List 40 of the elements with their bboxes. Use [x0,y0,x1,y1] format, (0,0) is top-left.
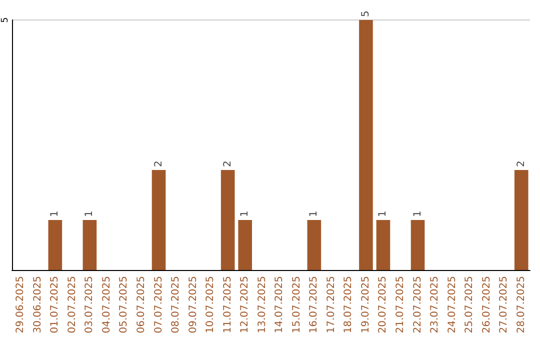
x-tick-label: 04.07.2025 [101,276,112,334]
data-label: 1 [378,210,389,217]
x-tick-label: 16.07.2025 [308,276,320,334]
data-label: 1 [84,210,96,217]
data-label: 5 [360,10,372,17]
x-tick-label: 26.07.2025 [481,276,492,334]
x-tick-label: 02.07.2025 [66,276,78,334]
x-tick-label: 17.07.2025 [326,276,337,334]
x-tick-label: 09.07.2025 [188,276,199,334]
data-label: 1 [412,210,424,217]
data-label: 2 [153,160,164,167]
x-tick-label: 10.07.2025 [205,276,216,334]
x-tick-label: 14.07.2025 [274,276,286,334]
data-label: 2 [516,160,527,167]
data-label: 1 [240,210,251,217]
data-label: 2 [222,160,234,167]
x-tick-label: 30.06.2025 [32,276,44,334]
x-tick-label: 20.07.2025 [378,276,389,334]
x-tick-label: 23.07.2025 [430,276,441,334]
x-tick-label: 08.07.2025 [170,276,182,334]
x-tick-label: 12.07.2025 [240,276,251,334]
x-tick-label: 07.07.2025 [153,276,164,334]
x-tick-label: 19.07.2025 [360,276,372,334]
x-tick-label: 25.07.2025 [464,276,476,334]
x-tick-label: 06.07.2025 [136,276,147,334]
x-tick-label: 22.07.2025 [412,276,424,334]
x-tick-label: 21.07.2025 [395,276,406,334]
x-tick-label: 18.07.2025 [343,276,354,334]
x-tick-label: 13.07.2025 [256,276,268,334]
x-tick-label: 01.07.2025 [50,276,61,334]
data-label: 1 [308,210,320,217]
x-tick-label: 27.07.2025 [498,276,510,334]
x-tick-label: 15.07.2025 [291,276,302,334]
x-tick-label: 29.06.2025 [15,276,26,334]
x-tick-label: 24.07.2025 [446,276,458,334]
x-tick-label: 28.07.2025 [516,276,527,334]
x-tick-label: 03.07.2025 [84,276,96,334]
x-tick-label: 05.07.2025 [118,276,130,334]
x-tick-label: 11.07.2025 [222,276,234,334]
data-label: 1 [50,210,61,217]
